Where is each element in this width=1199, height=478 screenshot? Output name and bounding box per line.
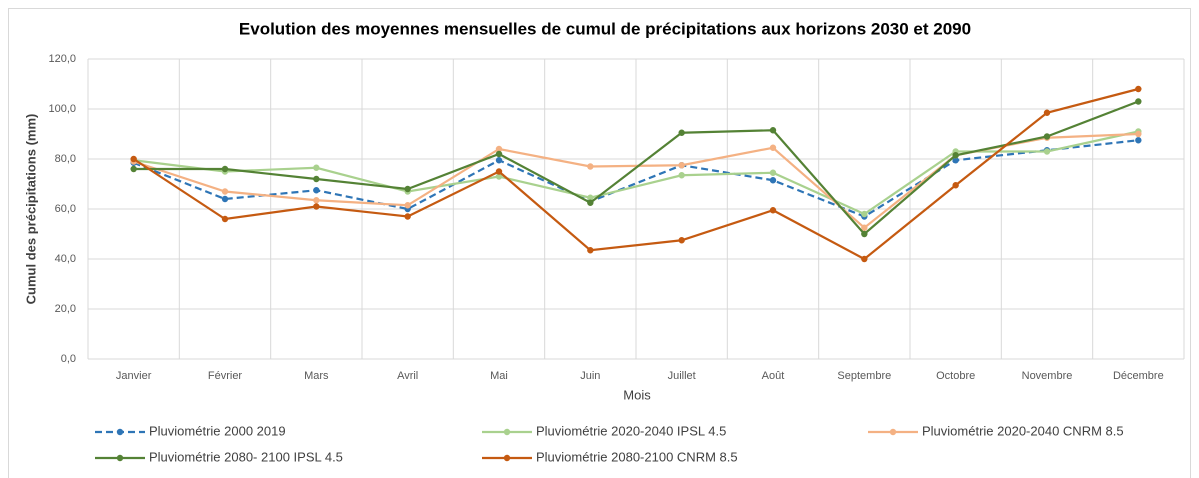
x-axis-title: Mois (623, 387, 651, 402)
data-point (952, 152, 959, 159)
data-point (495, 168, 503, 175)
data-point (221, 188, 229, 195)
data-point (952, 182, 959, 189)
data-point (495, 173, 503, 180)
data-point (1043, 133, 1051, 140)
data-point (221, 195, 229, 203)
data-point (1135, 130, 1142, 138)
data-point (130, 165, 137, 173)
y-tick-label: 80,0 (55, 153, 76, 165)
y-tick-label: 0,0 (61, 353, 76, 365)
data-point (587, 163, 594, 170)
chart-title: Evolution des moyennes mensuelles de cum… (239, 19, 971, 38)
data-point (130, 155, 137, 163)
data-point (313, 187, 320, 194)
data-point (769, 169, 777, 176)
data-point (1043, 109, 1051, 116)
y-tick-label: 120,0 (48, 53, 76, 65)
data-point (678, 129, 685, 136)
data-point (1135, 137, 1142, 144)
y-tick-label: 60,0 (55, 203, 76, 215)
data-point (495, 150, 503, 158)
series-line (133, 100, 1139, 236)
data-point (861, 255, 868, 263)
data-point (221, 215, 229, 223)
legend-marker (503, 428, 511, 436)
x-tick-label: Février (208, 370, 243, 382)
y-axis-title: Cumul des précipitations (mm) (23, 114, 38, 305)
x-tick-label: Septembre (837, 370, 891, 382)
x-tick-label: Décembre (1113, 370, 1164, 382)
legend-label: Pluviométrie 2000 2019 (149, 423, 286, 438)
legend-marker (116, 454, 124, 462)
data-point (861, 210, 868, 218)
x-tick-label: Août (762, 370, 785, 382)
data-point (678, 162, 685, 169)
data-point (495, 145, 503, 153)
data-point (587, 194, 594, 201)
legend-marker (116, 428, 124, 436)
data-point (1135, 85, 1142, 93)
data-point (404, 185, 411, 193)
data-point (313, 203, 320, 210)
x-tick-label: Mars (304, 370, 329, 382)
y-tick-label: 40,0 (55, 253, 76, 265)
data-point (678, 237, 685, 244)
data-point (769, 207, 777, 214)
data-point (1135, 98, 1142, 105)
x-tick-label: Novembre (1022, 370, 1073, 382)
data-point (495, 157, 503, 164)
data-point (769, 177, 777, 184)
x-tick-label: Octobre (936, 370, 975, 382)
legend-marker (889, 428, 897, 436)
data-point (404, 213, 411, 220)
y-tick-label: 100,0 (48, 103, 76, 115)
x-tick-label: Juin (580, 370, 600, 382)
data-point (587, 199, 594, 206)
chart-frame (8, 8, 1191, 478)
x-tick-label: Juillet (668, 370, 696, 382)
data-point (678, 172, 685, 179)
data-point (404, 202, 411, 209)
data-point (313, 164, 320, 171)
x-tick-label: Avril (397, 370, 418, 382)
x-tick-label: Mai (490, 370, 508, 382)
legend-label: Pluviométrie 2080-2100 CNRM 8.5 (536, 449, 738, 464)
data-point (769, 144, 777, 151)
data-point (1043, 148, 1051, 155)
data-point (587, 247, 594, 254)
legend-marker (503, 454, 511, 462)
legend-label: Pluviométrie 2080- 2100 IPSL 4.5 (149, 449, 343, 464)
data-point (861, 224, 868, 231)
data-point (313, 175, 320, 183)
x-tick-label: Janvier (116, 370, 152, 382)
data-point (221, 165, 229, 173)
data-point (861, 230, 868, 238)
data-point (769, 127, 777, 134)
series-line (133, 87, 1139, 261)
data-point (313, 197, 320, 204)
legend-label: Pluviométrie 2020-2040 CNRM 8.5 (922, 423, 1124, 438)
y-tick-label: 20,0 (55, 303, 76, 315)
legend-label: Pluviométrie 2020-2040 IPSL 4.5 (536, 423, 726, 438)
data-point (952, 157, 959, 164)
